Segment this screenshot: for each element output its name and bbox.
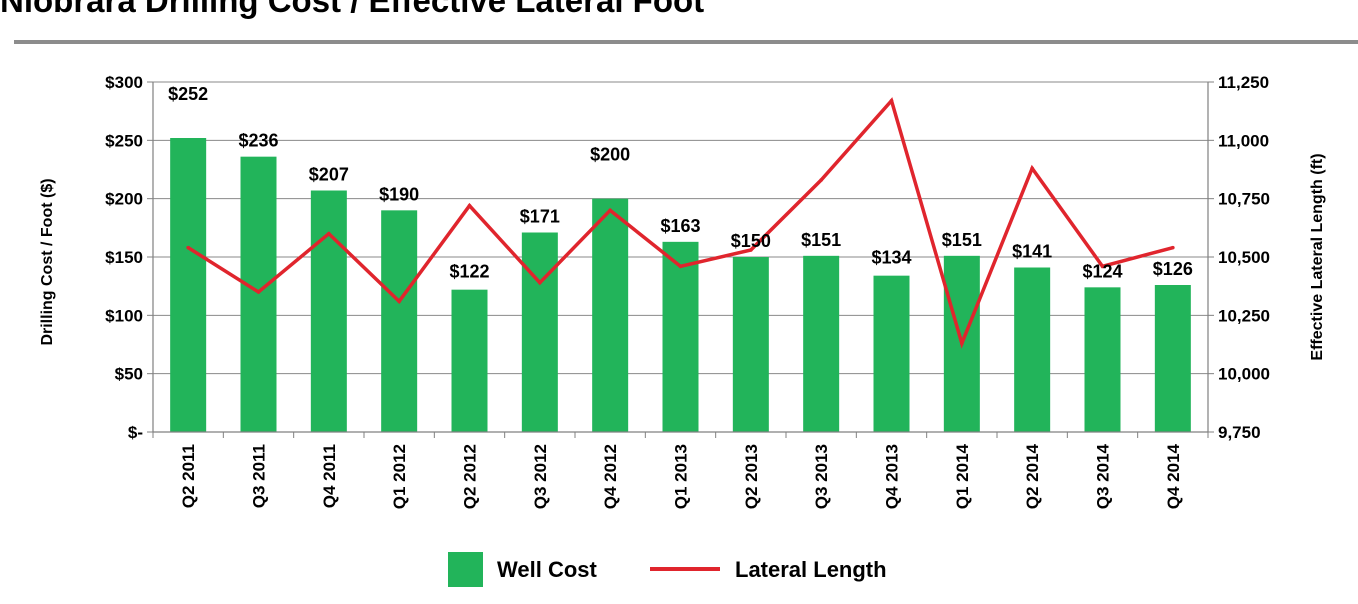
y2-tick-label: 10,000 bbox=[1218, 365, 1270, 384]
bar-data-label: $150 bbox=[731, 231, 771, 251]
y-tick-label: $50 bbox=[115, 365, 143, 384]
x-tick-label: Q4 2012 bbox=[601, 444, 620, 509]
y2-axis-title: Effective Lateral Length (ft) bbox=[1309, 153, 1326, 360]
legend: Well Cost Lateral Length bbox=[448, 552, 887, 587]
x-tick-label: Q4 2014 bbox=[1164, 443, 1183, 509]
axes: $- $50 $100 $150 $200 $250 $300 9,750 10,000 10,2… bbox=[105, 73, 1270, 509]
bar bbox=[732, 257, 769, 432]
y2-tick-label: 9,750 bbox=[1218, 423, 1261, 442]
x-tick-label: Q2 2012 bbox=[461, 444, 480, 509]
bar-data-label: $200 bbox=[590, 145, 630, 165]
bar bbox=[170, 138, 207, 432]
bar bbox=[451, 289, 488, 432]
bar-data-label: $163 bbox=[660, 216, 700, 236]
bar bbox=[1084, 287, 1121, 432]
legend-label-well-cost: Well Cost bbox=[497, 557, 598, 582]
page-title: Niobrara Drilling Cost / Effective Later… bbox=[0, 0, 705, 19]
line-point bbox=[889, 98, 894, 103]
y-tick-label: $- bbox=[128, 423, 143, 442]
x-tick-label: Q2 2013 bbox=[742, 444, 761, 509]
line-point bbox=[538, 280, 542, 285]
y-tick-label: $200 bbox=[105, 190, 143, 209]
bar-data-label: $236 bbox=[238, 131, 278, 151]
bar-data-label: $134 bbox=[871, 248, 911, 268]
y2-tick-label: 10,750 bbox=[1218, 190, 1270, 209]
line-point bbox=[327, 231, 331, 236]
line-point bbox=[1171, 245, 1175, 250]
y2-tick-label: 10,250 bbox=[1218, 306, 1270, 325]
x-tick-label: Q4 2013 bbox=[883, 444, 902, 509]
y2-tick-label: 10,500 bbox=[1218, 248, 1270, 267]
legend-swatch-well-cost bbox=[448, 552, 483, 587]
bar-series bbox=[170, 138, 1191, 432]
bar-data-label: $252 bbox=[168, 84, 208, 104]
data-labels: $252 $236 $207 $190 $122 $171 $200 $163 $150 $151… bbox=[168, 84, 1193, 282]
x-tick-label: Q3 2013 bbox=[812, 444, 831, 509]
bar bbox=[1154, 285, 1191, 432]
line-point bbox=[749, 248, 753, 252]
title-divider bbox=[14, 40, 1358, 44]
x-tick-label: Q1 2013 bbox=[672, 444, 691, 509]
x-tick-label: Q2 2014 bbox=[1023, 443, 1042, 509]
bar-data-label: $171 bbox=[520, 207, 560, 227]
x-tick-label: Q3 2011 bbox=[250, 444, 269, 508]
bar bbox=[240, 156, 277, 432]
x-tick-label: Q3 2012 bbox=[531, 444, 550, 509]
bar-data-label: $207 bbox=[309, 165, 349, 185]
y-tick-label: $100 bbox=[105, 306, 143, 325]
bar bbox=[521, 232, 558, 432]
legend-label-lateral-length: Lateral Length bbox=[735, 557, 887, 582]
bar-data-label: $124 bbox=[1082, 261, 1122, 281]
line-point bbox=[678, 264, 683, 269]
x-tick-label: Q1 2012 bbox=[390, 444, 409, 509]
line-point bbox=[467, 203, 472, 208]
y-tick-label: $300 bbox=[105, 73, 143, 92]
line-point bbox=[960, 341, 964, 346]
bar bbox=[1014, 267, 1051, 432]
bar bbox=[873, 275, 910, 432]
line-series bbox=[186, 97, 1175, 349]
line-point bbox=[608, 208, 612, 213]
line-point bbox=[397, 299, 401, 304]
line-point bbox=[186, 245, 190, 250]
x-tick-label: Q2 2011 bbox=[179, 444, 198, 508]
y2-tick-label: 11,000 bbox=[1218, 131, 1269, 150]
bar-data-label: $151 bbox=[942, 230, 982, 250]
bar-data-label: $122 bbox=[449, 262, 489, 282]
line-point bbox=[819, 178, 823, 182]
bar bbox=[803, 255, 840, 432]
y2-tick-label: 11,250 bbox=[1218, 73, 1269, 92]
y-tick-label: $150 bbox=[105, 248, 143, 267]
line-point bbox=[1030, 166, 1034, 171]
bar-data-label: $151 bbox=[801, 230, 841, 250]
x-tick-label: Q3 2014 bbox=[1094, 443, 1113, 509]
bar bbox=[381, 210, 418, 432]
y-tick-label: $250 bbox=[105, 131, 143, 150]
line-point bbox=[1100, 264, 1105, 269]
bar-data-label: $141 bbox=[1012, 242, 1052, 262]
bar-data-label: $190 bbox=[379, 184, 419, 204]
x-tick-label: Q1 2014 bbox=[953, 443, 972, 509]
bar bbox=[310, 190, 347, 432]
y-axis-title: Drilling Cost / Foot ($) bbox=[39, 178, 56, 345]
bar-data-label: $126 bbox=[1153, 259, 1193, 279]
bar bbox=[592, 198, 629, 432]
bar bbox=[662, 241, 699, 432]
line-point bbox=[256, 290, 261, 294]
x-tick-label: Q4 2011 bbox=[320, 444, 339, 508]
